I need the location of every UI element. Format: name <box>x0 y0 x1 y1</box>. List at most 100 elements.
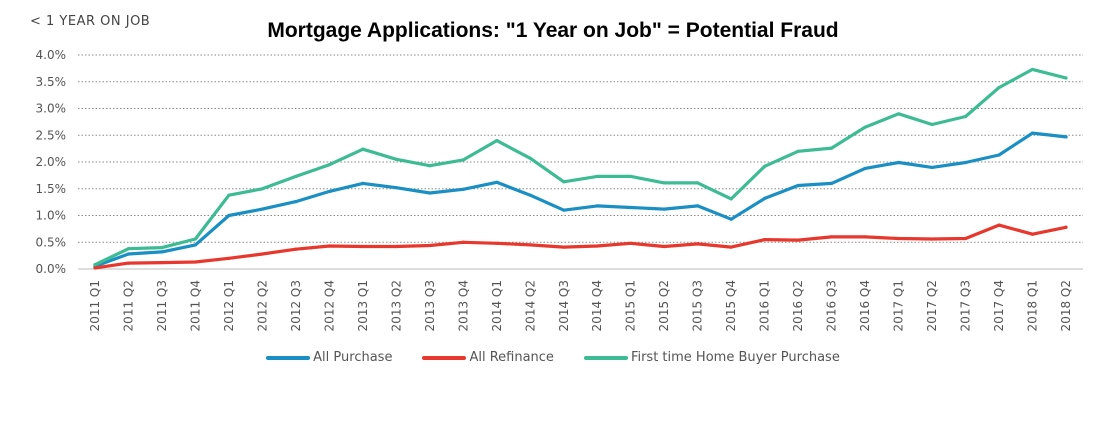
data-point <box>662 181 666 185</box>
legend-swatch <box>422 355 467 360</box>
x-tick-label: 2016 Q3 <box>825 280 839 331</box>
y-tick-label: 3.0% <box>36 102 67 116</box>
data-point <box>562 180 566 184</box>
data-point <box>963 160 968 165</box>
data-point <box>461 187 465 191</box>
data-point <box>495 241 499 245</box>
data-point <box>796 183 800 188</box>
data-point <box>528 243 532 247</box>
x-tick-label: 2012 Q3 <box>289 280 303 331</box>
data-point <box>361 181 365 185</box>
data-point <box>260 252 265 256</box>
legend-item: All Purchase <box>266 350 392 365</box>
data-point <box>327 244 331 248</box>
x-tick-label: 2017 Q1 <box>892 280 906 331</box>
data-point <box>126 247 131 251</box>
legend-label: First time Home Buyer Purchase <box>630 350 840 365</box>
series-line-2 <box>93 67 1068 267</box>
data-point <box>394 157 398 161</box>
data-point <box>160 250 164 254</box>
y-tick-label: 1.5% <box>36 182 67 196</box>
x-tick-label: 2011 Q4 <box>188 280 202 331</box>
y-tick-label: 3.5% <box>36 75 67 89</box>
data-point <box>595 244 599 248</box>
data-point <box>896 112 901 116</box>
x-tick-label: 2013 Q1 <box>356 280 370 331</box>
data-point <box>461 240 465 244</box>
data-point <box>294 174 298 179</box>
x-tick-label: 2014 Q2 <box>523 280 537 331</box>
y-tick-label: 0.0% <box>36 262 67 276</box>
x-tick-label: 2013 Q4 <box>456 280 470 331</box>
data-point <box>1064 76 1068 80</box>
data-point <box>763 164 767 168</box>
data-point <box>896 160 901 165</box>
chart-title: Mortgage Applications: "1 Year on Job" =… <box>267 19 839 42</box>
data-point <box>260 187 265 191</box>
data-point <box>763 237 767 242</box>
data-point <box>863 125 867 129</box>
data-point <box>896 236 901 241</box>
data-point <box>997 223 1001 227</box>
x-tick-label: 2014 Q4 <box>590 280 604 331</box>
data-point <box>193 237 198 241</box>
data-point <box>327 189 331 194</box>
series-line-0 <box>93 131 1068 268</box>
data-point <box>729 197 733 201</box>
data-point <box>696 204 700 208</box>
legend-label: All Purchase <box>313 350 393 365</box>
y-tick-label: 4.0% <box>36 48 67 62</box>
legend-item: First time Home Buyer Purchase <box>583 350 840 365</box>
data-point <box>930 165 934 169</box>
data-point <box>763 196 767 200</box>
data-point <box>260 207 265 211</box>
x-tick-label: 2014 Q1 <box>490 280 504 331</box>
legend-swatch <box>266 355 311 360</box>
x-tick-label: 2017 Q4 <box>992 280 1006 331</box>
data-point <box>1064 225 1068 229</box>
data-point <box>361 244 365 249</box>
data-point <box>997 153 1001 157</box>
data-point <box>495 180 499 184</box>
x-tick-label: 2012 Q1 <box>222 280 236 331</box>
data-point <box>160 246 164 250</box>
x-tick-label: 2015 Q4 <box>724 280 738 331</box>
data-point <box>1064 135 1068 139</box>
data-point <box>1030 232 1035 236</box>
legend-label: All Refinance <box>469 350 554 365</box>
data-point <box>696 181 700 185</box>
data-point <box>796 149 800 153</box>
data-point <box>562 245 566 249</box>
data-point <box>227 256 231 260</box>
data-point <box>160 260 164 265</box>
x-tick-label: 2015 Q3 <box>691 280 705 331</box>
data-point <box>294 247 298 251</box>
data-point <box>963 236 968 241</box>
data-point <box>595 174 599 179</box>
x-tick-label: 2018 Q2 <box>1059 280 1073 331</box>
data-point <box>930 122 934 127</box>
data-point <box>796 238 800 242</box>
x-tick-label: 2011 Q1 <box>88 280 102 331</box>
x-tick-label: 2011 Q3 <box>155 280 169 331</box>
data-point <box>528 193 532 197</box>
y-tick-label: 2.5% <box>36 128 67 142</box>
data-point <box>428 164 432 168</box>
data-point <box>1030 131 1035 135</box>
x-tick-label: 2016 Q4 <box>858 280 872 331</box>
x-tick-label: 2016 Q1 <box>758 280 772 331</box>
data-point <box>93 266 97 270</box>
data-point <box>595 204 599 208</box>
data-point <box>227 193 231 197</box>
data-point <box>1030 67 1035 72</box>
y-tick-label: 2.0% <box>36 155 67 169</box>
x-tick-label: 2018 Q1 <box>1026 280 1040 331</box>
data-point <box>126 252 131 256</box>
x-tick-label: 2015 Q1 <box>624 280 638 331</box>
data-point <box>294 199 298 204</box>
data-point <box>394 186 398 190</box>
y-axis-title: < 1 YEAR ON JOB <box>30 14 151 29</box>
data-point <box>562 208 566 212</box>
